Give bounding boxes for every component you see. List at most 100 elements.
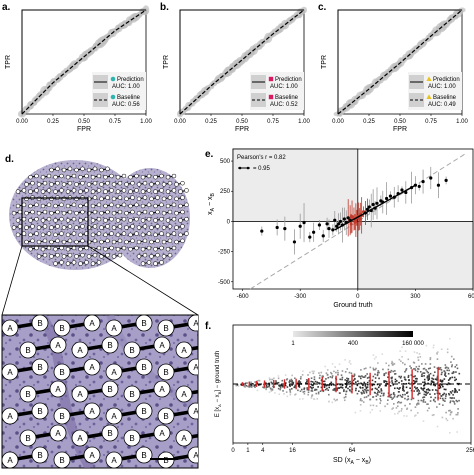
spot	[175, 385, 193, 403]
spot	[155, 252, 160, 258]
density-cell	[362, 390, 365, 393]
density-cell	[344, 396, 347, 398]
density-cell	[422, 372, 424, 374]
density-cell	[312, 384, 314, 386]
spot	[55, 180, 60, 186]
density-cell	[400, 401, 403, 404]
density-cell	[439, 383, 441, 385]
density-cell	[450, 411, 452, 414]
density-cell	[432, 378, 435, 380]
density-cell	[355, 387, 357, 390]
spot	[124, 239, 129, 245]
density-cell	[431, 377, 433, 380]
density-cell	[399, 387, 401, 389]
density-cell	[428, 407, 430, 410]
density-cell	[390, 369, 393, 372]
spot	[84, 188, 89, 193]
density-cell	[347, 379, 349, 382]
density-cell	[428, 389, 431, 392]
spot	[59, 260, 64, 265]
density-cell	[262, 386, 264, 389]
density-cell	[404, 350, 407, 352]
spot	[74, 239, 79, 245]
density-cell	[316, 397, 319, 400]
density-cell	[372, 367, 375, 370]
density-cell	[246, 382, 248, 384]
density-cell	[404, 378, 406, 381]
spot	[49, 182, 54, 187]
prediction-line	[337, 9, 462, 114]
density-cell	[289, 385, 291, 387]
density-cell	[282, 386, 284, 388]
spot	[178, 218, 183, 223]
spot	[140, 174, 146, 180]
spot	[67, 180, 73, 186]
density-cell	[441, 397, 444, 400]
density-cell	[410, 374, 413, 376]
density-cell	[430, 396, 432, 399]
density-cell	[410, 367, 413, 369]
legend-pred-name: Prediction	[117, 77, 144, 83]
spot	[159, 188, 164, 193]
density-cell	[449, 431, 451, 434]
spot	[142, 252, 148, 258]
density-cell	[369, 411, 372, 414]
density-cell	[413, 375, 415, 378]
density-cell	[363, 396, 366, 399]
density-cell	[429, 367, 432, 369]
spot	[157, 407, 175, 425]
density-cell	[438, 384, 440, 386]
density-cell	[451, 376, 454, 379]
density-cell	[302, 370, 304, 372]
x-tick-label: 0.50	[78, 119, 90, 125]
density-cell	[432, 413, 435, 416]
density-cell	[414, 369, 417, 372]
density-cell	[319, 374, 321, 377]
spot	[105, 224, 110, 229]
x-tick-label: 0.50	[394, 119, 406, 125]
y-axis-label: E [xA − xB] − ground truth	[215, 351, 222, 417]
spot-letter: B	[129, 346, 134, 355]
x-tick-label: 0	[356, 294, 360, 300]
density-cell	[383, 381, 386, 383]
density-cell	[307, 374, 309, 376]
spot	[134, 231, 139, 236]
spot	[136, 254, 142, 259]
density-cell	[265, 382, 267, 384]
density-cell	[307, 389, 310, 391]
density-cell	[362, 384, 364, 387]
density-cell	[309, 386, 312, 388]
spot	[180, 238, 185, 244]
spot	[31, 446, 49, 464]
spot	[124, 182, 129, 187]
spot	[61, 182, 67, 187]
density-cell	[407, 382, 410, 385]
density-cell	[431, 380, 434, 383]
spot	[146, 188, 152, 193]
density-cell	[280, 385, 282, 387]
spot-letter: A	[111, 368, 117, 377]
spot	[159, 202, 164, 208]
spot	[180, 180, 185, 186]
spot-letter: B	[37, 319, 42, 328]
spot	[49, 380, 67, 398]
density-cell	[449, 397, 452, 399]
density-cell	[376, 392, 378, 395]
density-cell	[268, 391, 271, 393]
spot	[105, 407, 123, 425]
baseline-line	[21, 9, 147, 115]
spot	[136, 196, 142, 202]
spot	[30, 224, 35, 229]
data-point	[321, 234, 325, 238]
spot	[103, 246, 108, 252]
density-cell	[446, 369, 449, 372]
spot	[59, 231, 64, 236]
density-cell	[283, 393, 285, 395]
density-cell	[445, 411, 447, 414]
spot	[134, 216, 139, 222]
density-cell	[432, 383, 435, 386]
spot	[149, 182, 154, 187]
density-cell	[313, 378, 316, 381]
density-cell	[328, 386, 331, 389]
density-cell	[243, 385, 246, 387]
